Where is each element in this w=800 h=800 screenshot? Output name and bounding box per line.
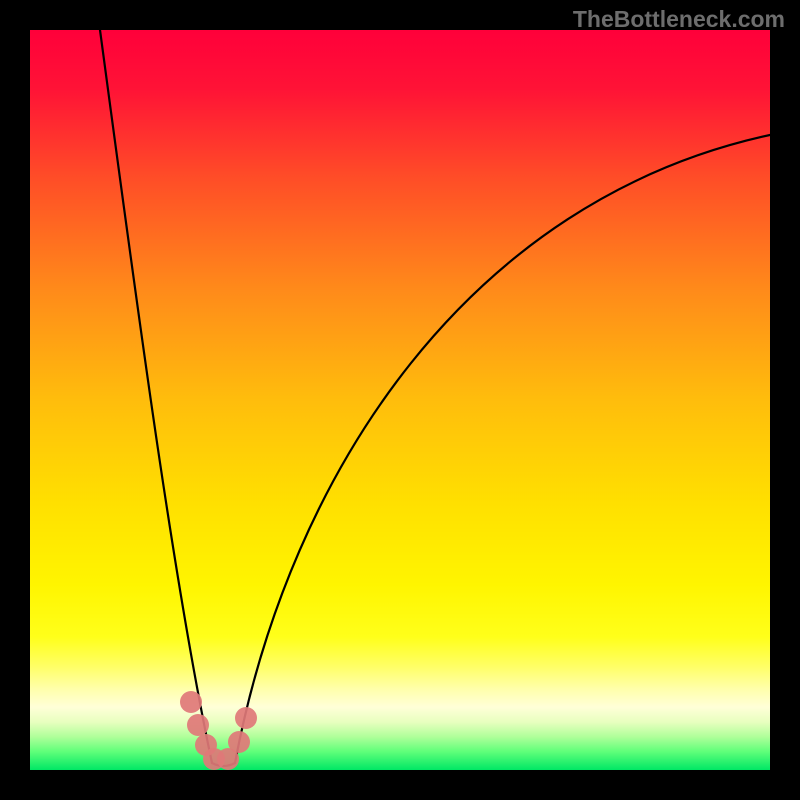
marker-point-6 [235,707,257,729]
marker-point-0 [180,691,202,713]
watermark-text: TheBottleneck.com [573,6,785,33]
marker-point-1 [187,714,209,736]
curve-left [100,30,212,763]
curve-right [235,135,770,763]
marker-point-5 [228,731,250,753]
plot-area [30,30,770,770]
chart-container: TheBottleneck.com [0,0,800,800]
curve-layer [30,30,770,770]
